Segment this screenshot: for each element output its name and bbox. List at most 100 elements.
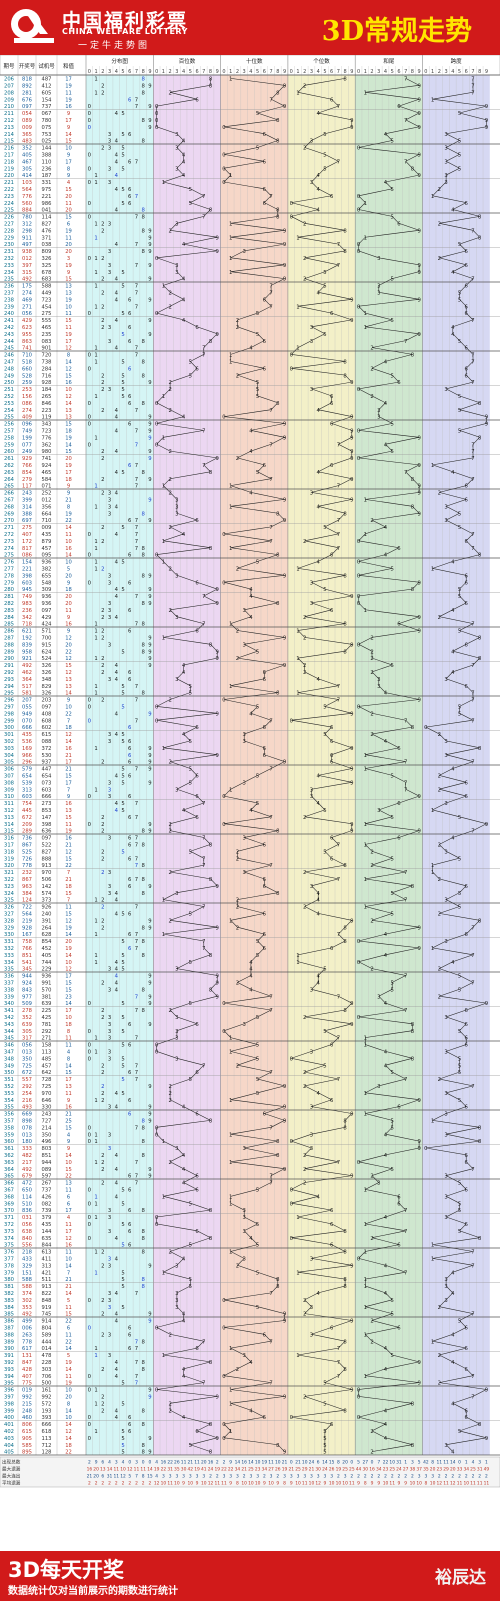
sum-cell: 15 <box>65 891 72 897</box>
draw-number-cell: 274 <box>22 291 33 297</box>
trend-digit: 4 <box>249 974 253 980</box>
stats-value: 3 <box>310 1474 313 1480</box>
trend-digit: 6 <box>330 311 334 317</box>
trend-digit: 9 <box>283 1312 286 1318</box>
trend-digit: 2 <box>236 456 239 462</box>
period-cell: 209 <box>4 97 14 103</box>
distribution-digit: 1 <box>94 1098 97 1104</box>
distribution-digit: 9 <box>148 925 151 931</box>
distribution-digit: 5 <box>121 360 124 366</box>
trend-digit: 1 <box>364 90 367 96</box>
trend-digit: 9 <box>417 97 420 103</box>
trend-digit: 8 <box>411 884 415 890</box>
stats-value: 2 <box>128 1481 131 1487</box>
distribution-digit: 4 <box>115 960 119 966</box>
distribution-digit: 7 <box>135 698 138 704</box>
sum-cell: 20 <box>65 939 72 945</box>
stats-value: 2 <box>276 1474 279 1480</box>
trend-digit: 1 <box>229 1250 232 1256</box>
sum-cell: 15 <box>65 774 72 780</box>
trend-digit: 8 <box>209 1236 213 1242</box>
distribution-digit: 4 <box>115 560 119 566</box>
draw-number-cell: 433 <box>22 1257 32 1263</box>
trend-digit: 8 <box>209 642 213 648</box>
distribution-digit: 1 <box>94 346 97 352</box>
trend-digit: 4 <box>384 1001 388 1007</box>
trend-digit: 6 <box>465 284 469 290</box>
sum-cell: 19 <box>65 297 72 303</box>
draw-number-cell: 292 <box>22 1084 32 1090</box>
period-cell: 311 <box>4 801 14 807</box>
draw-number-cell: 867 <box>22 877 32 883</box>
trend-digit: 1 <box>229 1201 232 1207</box>
stats-value: 25 <box>342 1467 348 1473</box>
sum-cell: 20 <box>65 573 72 579</box>
trend-digit: 4 <box>182 532 186 538</box>
draw-number-cell: 398 <box>22 573 32 579</box>
trend-digit: 1 <box>431 97 434 103</box>
stats-value: 31 <box>167 1467 173 1473</box>
trend-digit: 6 <box>195 1022 199 1028</box>
stats-value: 49 <box>484 1467 490 1473</box>
stats-value: 21 <box>309 1467 315 1473</box>
distribution-digit: 9 <box>148 477 151 483</box>
period-cell: 326 <box>4 905 14 911</box>
stats-value: 2 <box>115 1481 118 1487</box>
distribution-digit: 9 <box>148 435 151 441</box>
distribution-digit: 5 <box>121 560 124 566</box>
trend-digit: 0 <box>357 387 361 393</box>
digit-header: 9 <box>148 69 151 75</box>
distribution-digit: 7 <box>135 767 138 773</box>
trend-digit: 5 <box>458 511 461 517</box>
trend-digit: 5 <box>458 139 461 145</box>
draw-number-cell: 281 <box>22 90 32 96</box>
stats-value: 10 <box>255 1481 261 1487</box>
draw-number-cell: 364 <box>22 677 33 683</box>
distribution-digit: 1 <box>94 256 97 262</box>
trial-number-cell: 975 <box>42 187 52 193</box>
trend-digit: 9 <box>350 829 353 835</box>
distribution-digit: 9 <box>148 1312 151 1318</box>
distribution-digit: 5 <box>121 967 124 973</box>
trend-digit: 3 <box>444 1277 447 1283</box>
trend-digit: 6 <box>465 1415 469 1421</box>
distribution-digit: 2 <box>101 670 104 676</box>
distribution-digit: 2 <box>101 539 104 545</box>
trial-number-cell: 780 <box>42 118 52 124</box>
period-cell: 277 <box>4 567 14 573</box>
trend-digit: 8 <box>209 1422 213 1428</box>
distribution-digit: 0 <box>88 1388 92 1394</box>
stats-value: 22 <box>228 1467 234 1473</box>
trend-digit: 2 <box>236 849 239 855</box>
stats-label: 平均遗漏 <box>2 1480 21 1487</box>
trial-number-cell: 854 <box>42 939 53 945</box>
trend-digit: 2 <box>370 1450 373 1456</box>
trend-digit: 1 <box>162 284 165 290</box>
trend-digit: 7 <box>404 870 407 876</box>
distribution-digit: 5 <box>121 284 124 290</box>
distribution-digit: 9 <box>148 767 151 773</box>
sum-cell: 21 <box>65 843 72 849</box>
footer-brand: 裕辰达 <box>435 1563 486 1588</box>
draw-number-cell: 843 <box>22 987 32 993</box>
draw-number-cell: 749 <box>22 429 32 435</box>
trend-digit: 7 <box>471 77 474 83</box>
distribution-digit: 6 <box>128 580 132 586</box>
distribution-digit: 8 <box>142 1125 146 1131</box>
sum-cell: 9 <box>67 794 70 800</box>
trend-digit: 2 <box>168 1084 171 1090</box>
trend-digit: 3 <box>444 1194 447 1200</box>
draw-number-cell: 056 <box>22 1043 32 1049</box>
distribution-digit: 3 <box>108 967 111 973</box>
trend-digit: 7 <box>269 994 272 1000</box>
trend-digit: 9 <box>417 228 420 234</box>
distribution-digit: 3 <box>108 1132 111 1138</box>
distribution-digit: 3 <box>108 1229 111 1235</box>
trend-digit: 2 <box>168 829 171 835</box>
sum-cell: 7 <box>67 718 70 724</box>
trend-digit: 1 <box>229 256 232 262</box>
digit-header: 7 <box>404 69 407 75</box>
distribution-digit: 2 <box>101 1367 104 1373</box>
trend-digit: 2 <box>303 1395 306 1401</box>
trend-digit: 1 <box>296 567 299 573</box>
